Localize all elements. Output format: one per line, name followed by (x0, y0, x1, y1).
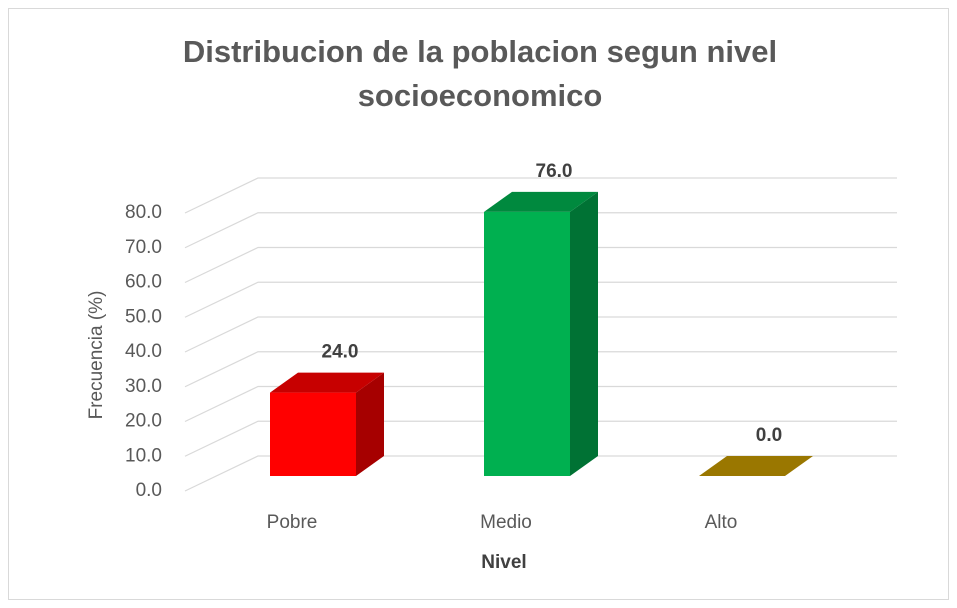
grid-line (184, 212, 897, 249)
y-tick-label: 50.0 (125, 306, 162, 327)
x-tick-label: Medio (480, 512, 532, 533)
data-label: 76.0 (536, 161, 573, 182)
bar (484, 211, 570, 476)
y-tick-label: 10.0 (125, 445, 162, 466)
grid-line (184, 246, 897, 284)
grid-line (184, 385, 897, 423)
grid-line (184, 420, 897, 457)
y-tick-label: 20.0 (125, 411, 162, 432)
y-tick-label: 70.0 (125, 237, 162, 258)
bar-side (570, 191, 598, 476)
y-axis-title: Frecuencia (%) (86, 291, 107, 420)
grid-line (184, 316, 897, 353)
y-tick-label: 30.0 (125, 376, 162, 397)
y-tick-label: 80.0 (125, 202, 162, 223)
data-label: 24.0 (322, 342, 359, 363)
x-tick-label: Pobre (267, 512, 318, 533)
x-tick-label: Alto (705, 512, 738, 533)
bar-top (484, 191, 598, 212)
bar (270, 392, 356, 476)
chart-title: Distribucion de la poblacion segun nivel… (182, 34, 778, 113)
x-axis-title: Nivel (481, 552, 526, 573)
y-tick-label: 0.0 (136, 480, 162, 501)
chart-border (8, 8, 949, 600)
bar-top (699, 456, 813, 476)
y-tick-label: 40.0 (125, 341, 162, 362)
data-label: 0.0 (756, 425, 782, 446)
bar-side (356, 372, 384, 476)
bar-top (270, 372, 384, 393)
grid-line (184, 455, 897, 492)
grid-line (184, 177, 897, 214)
grid-line (184, 281, 897, 318)
y-tick-label: 60.0 (125, 272, 162, 293)
grid-line (184, 351, 897, 388)
